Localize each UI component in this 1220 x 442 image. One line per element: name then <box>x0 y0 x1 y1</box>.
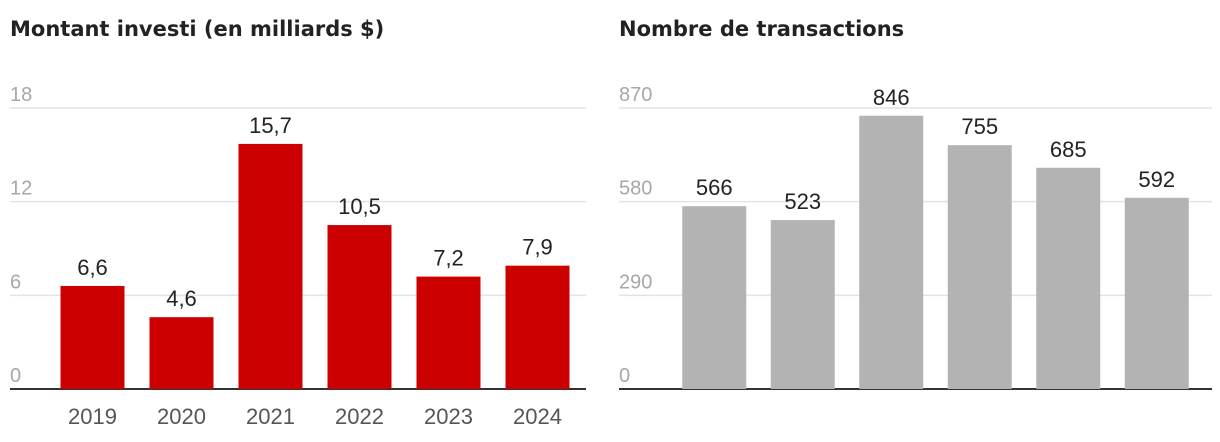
investment-data-label: 10,5 <box>338 194 381 219</box>
investment-x-axis: 2019 2020 2021 2022 2023 2024 <box>68 404 562 429</box>
transactions-bar-2023 <box>1036 167 1101 389</box>
transactions-data-label: 592 <box>1138 167 1175 192</box>
investment-data-label: 7,9 <box>522 235 553 260</box>
transactions-data-label: 523 <box>784 189 821 214</box>
investment-x-tick-label: 2023 <box>424 404 473 429</box>
investment-y-tick-label: 18 <box>10 84 32 106</box>
transactions-bars <box>682 115 1189 390</box>
investment-bar-2022 <box>327 225 392 389</box>
investment-x-tick-label: 2022 <box>335 404 384 429</box>
transactions-y-axis: 0 290 580 870 <box>619 84 652 387</box>
transactions-chart: Nombre de transactions 0 290 580 870 566 523… <box>619 17 1212 390</box>
investment-chart: Montant investi (en milliards $) 061218 … <box>10 17 586 429</box>
investment-x-tick-label: 2020 <box>157 404 206 429</box>
investment-chart-title: Montant investi (en milliards $) <box>10 17 384 41</box>
investment-bar-2021 <box>238 143 303 389</box>
investment-bar-2023 <box>416 276 481 389</box>
investment-y-tick-label: 6 <box>10 271 21 293</box>
transactions-bar-2019 <box>682 206 747 389</box>
investment-y-axis: 0 6 12 18 <box>10 84 32 387</box>
investment-bar-2019 <box>60 285 125 389</box>
transactions-bar-2022 <box>947 145 1012 389</box>
investment-x-tick-label: 2024 <box>513 404 562 429</box>
investment-bar-2024 <box>505 265 570 389</box>
transactions-y-tick-label: 870 <box>619 84 652 106</box>
investment-data-label: 7,2 <box>433 246 464 271</box>
transactions-data-label: 685 <box>1050 137 1087 162</box>
transactions-y-tick-label: 0 <box>619 365 630 387</box>
transactions-bar-2020 <box>770 220 835 389</box>
investment-data-label: 15,7 <box>249 113 292 138</box>
investment-x-tick-label: 2019 <box>68 404 117 429</box>
transactions-bar-2024 <box>1124 197 1189 389</box>
transactions-data-label: 566 <box>696 175 733 200</box>
investment-data-labels: 6,6 4,6 15,7 10,5 7,2 7,9 <box>77 113 553 311</box>
transactions-data-label: 846 <box>873 85 910 110</box>
transactions-data-label: 755 <box>961 114 998 139</box>
investment-y-tick-label: 12 <box>10 178 32 200</box>
transactions-chart-title: Nombre de transactions <box>619 17 904 41</box>
investment-data-label: 4,6 <box>166 286 197 311</box>
transactions-data-labels: 566 523 846 755 685 592 <box>696 85 1175 214</box>
investment-y-tick-label: 0 <box>10 365 21 387</box>
investment-bars <box>60 143 570 389</box>
transactions-y-tick-label: 580 <box>619 178 652 200</box>
transactions-y-tick-label: 290 <box>619 271 652 293</box>
investment-bar-2020 <box>149 317 214 389</box>
transactions-bar-2021 <box>859 115 924 390</box>
investment-data-label: 6,6 <box>77 255 108 280</box>
investment-x-tick-label: 2021 <box>246 404 295 429</box>
